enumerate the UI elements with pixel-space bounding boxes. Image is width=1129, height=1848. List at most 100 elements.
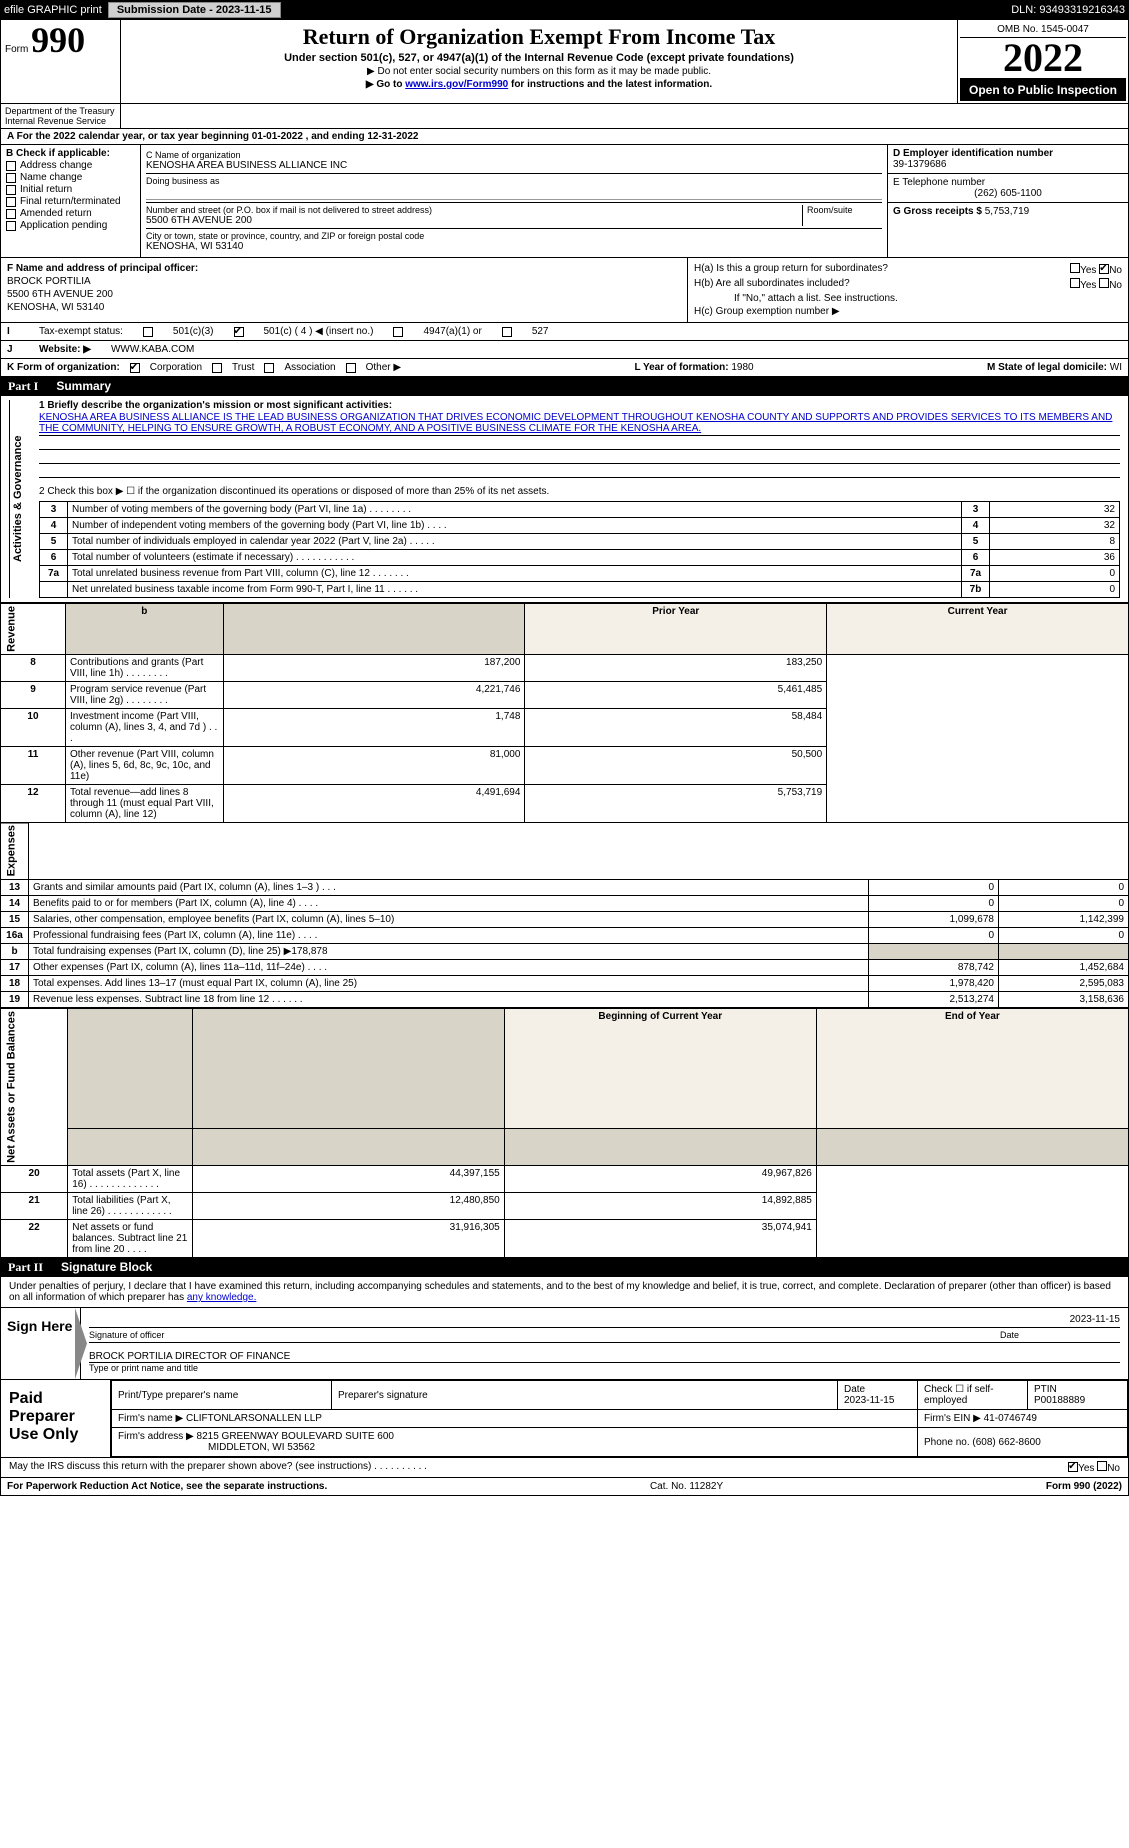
discuss-text: May the IRS discuss this return with the… bbox=[9, 1461, 427, 1474]
opt-amended: Amended return bbox=[20, 208, 92, 219]
current-year-value: 5,753,719 bbox=[525, 784, 827, 822]
paid-preparer-grid: Paid Preparer Use Only Print/Type prepar… bbox=[1, 1379, 1128, 1457]
line-text: Total number of volunteers (estimate if … bbox=[68, 550, 962, 566]
any-knowledge-link[interactable]: any knowledge. bbox=[187, 1292, 257, 1303]
open-to-public: Open to Public Inspection bbox=[960, 79, 1126, 101]
chk-initial-return[interactable] bbox=[6, 185, 16, 195]
line-num: 13 bbox=[1, 880, 29, 896]
line-text: Net assets or fund balances. Subtract li… bbox=[68, 1220, 192, 1258]
chk-trust[interactable] bbox=[212, 363, 222, 373]
ptin-value: P00188889 bbox=[1034, 1395, 1085, 1406]
f-label: F Name and address of principal officer: bbox=[7, 263, 681, 274]
line-text: Salaries, other compensation, employee b… bbox=[29, 912, 869, 928]
hb-note: If "No," attach a list. See instructions… bbox=[694, 293, 1122, 304]
prior-year-value: 0 bbox=[869, 928, 999, 944]
chk-amended[interactable] bbox=[6, 209, 16, 219]
chk-527[interactable] bbox=[502, 327, 512, 337]
table-row: b Total fundraising expenses (Part IX, c… bbox=[1, 944, 1129, 960]
chk-501c3[interactable] bbox=[143, 327, 153, 337]
efile-label: efile GRAPHIC print bbox=[4, 4, 102, 16]
j-label: Website: ▶ bbox=[39, 344, 91, 355]
revenue-table: Revenue b Prior Year Current Year 8 Cont… bbox=[0, 603, 1129, 823]
pp-check-label: Check ☐ if self-employed bbox=[918, 1381, 1028, 1410]
line-text: Net unrelated business taxable income fr… bbox=[68, 582, 962, 598]
mission-text[interactable]: KENOSHA AREA BUSINESS ALLIANCE IS THE LE… bbox=[39, 412, 1112, 434]
table-row: 18 Total expenses. Add lines 13–17 (must… bbox=[1, 976, 1129, 992]
table-row: 15 Salaries, other compensation, employe… bbox=[1, 912, 1129, 928]
sig-officer-label: Signature of officer bbox=[89, 1330, 988, 1340]
chk-corp[interactable] bbox=[130, 363, 140, 373]
line-text: Total revenue—add lines 8 through 11 (mu… bbox=[65, 784, 223, 822]
row-k-org-form: K Form of organization: Corporation Trus… bbox=[0, 359, 1129, 377]
c-name-label: C Name of organization bbox=[146, 150, 882, 160]
typed-name: BROCK PORTILIA DIRECTOR OF FINANCE bbox=[89, 1351, 1120, 1362]
discuss-no: No bbox=[1107, 1463, 1120, 1474]
chk-address-change[interactable] bbox=[6, 161, 16, 171]
form-header: Form 990 Return of Organization Exempt F… bbox=[0, 20, 1129, 104]
table-row: Net unrelated business taxable income fr… bbox=[40, 582, 1120, 598]
part2-header: Part II Signature Block bbox=[0, 1258, 1129, 1277]
chk-501c[interactable] bbox=[234, 327, 244, 337]
submission-date-button[interactable]: Submission Date - 2023-11-15 bbox=[108, 2, 281, 18]
table-row: 12 Total revenue—add lines 8 through 11 … bbox=[1, 784, 1129, 822]
opt-initial-return: Initial return bbox=[20, 184, 72, 195]
firm-addr1: 8215 GREENWAY BOULEVARD SUITE 600 bbox=[197, 1431, 394, 1442]
opt-name-change: Name change bbox=[20, 172, 82, 183]
line-text: Other revenue (Part VIII, column (A), li… bbox=[65, 746, 223, 784]
phone-value: (262) 605-1100 bbox=[893, 188, 1123, 199]
dln-label: DLN: 93493319216343 bbox=[1011, 4, 1125, 16]
eoy-header: End of Year bbox=[816, 1009, 1128, 1128]
line-text: Number of independent voting members of … bbox=[68, 518, 962, 534]
paid-table: Print/Type preparer's name Preparer's si… bbox=[111, 1380, 1128, 1457]
line-value: 0 bbox=[990, 582, 1120, 598]
pp-name-label: Print/Type preparer's name bbox=[112, 1381, 332, 1410]
room-label: Room/suite bbox=[807, 205, 882, 215]
d-label: D Employer identification number bbox=[893, 148, 1123, 159]
officer-name: BROCK PORTILIA bbox=[7, 276, 681, 287]
current-year-value: 1,452,684 bbox=[999, 960, 1129, 976]
form-footer: Form 990 (2022) bbox=[1046, 1481, 1122, 1492]
line-text: Total number of individuals employed in … bbox=[68, 534, 962, 550]
part1-title: Summary bbox=[56, 379, 111, 394]
ein-value: 39-1379686 bbox=[893, 159, 1123, 170]
chk-other[interactable] bbox=[346, 363, 356, 373]
goto-suffix: for instructions and the latest informat… bbox=[508, 79, 712, 90]
discuss-yes-chk[interactable] bbox=[1068, 1462, 1078, 1472]
ha-yes-chk[interactable] bbox=[1070, 263, 1080, 273]
dba-label: Doing business as bbox=[146, 176, 882, 186]
pp-date-label: Date bbox=[844, 1384, 865, 1395]
dba-value bbox=[146, 186, 882, 200]
q2-text: 2 Check this box ▶ ☐ if the organization… bbox=[39, 486, 1120, 497]
opt-other: Other ▶ bbox=[366, 362, 401, 373]
ha-no-chk[interactable] bbox=[1099, 264, 1109, 274]
line-value: 8 bbox=[990, 534, 1120, 550]
irs-link[interactable]: www.irs.gov/Form990 bbox=[405, 79, 508, 90]
form-subtitle: Under section 501(c), 527, or 4947(a)(1)… bbox=[127, 52, 951, 64]
line-num: 12 bbox=[1, 784, 66, 822]
current-year-value: 14,892,885 bbox=[504, 1193, 816, 1220]
discuss-row: May the IRS discuss this return with the… bbox=[1, 1457, 1128, 1477]
line-text: Other expenses (Part IX, column (A), lin… bbox=[29, 960, 869, 976]
firm-addr2: MIDDLETON, WI 53562 bbox=[118, 1442, 315, 1453]
discuss-no-chk[interactable] bbox=[1097, 1461, 1107, 1471]
table-row: 9 Program service revenue (Part VIII, li… bbox=[1, 681, 1129, 708]
prior-year-value: 1,099,678 bbox=[869, 912, 999, 928]
chk-final-return[interactable] bbox=[6, 197, 16, 207]
hb-no-chk[interactable] bbox=[1099, 278, 1109, 288]
firm-name-label: Firm's name ▶ bbox=[118, 1413, 183, 1424]
k-label: K Form of organization: bbox=[7, 362, 120, 373]
prior-year-value: 81,000 bbox=[223, 746, 525, 784]
current-year-value: 2,595,083 bbox=[999, 976, 1129, 992]
current-year-value: 0 bbox=[999, 880, 1129, 896]
row-j-website: J Website: ▶ WWW.KABA.COM bbox=[0, 341, 1129, 359]
hb-yes-chk[interactable] bbox=[1070, 278, 1080, 288]
line-text: Program service revenue (Part VIII, line… bbox=[65, 681, 223, 708]
chk-app-pending[interactable] bbox=[6, 221, 16, 231]
chk-name-change[interactable] bbox=[6, 173, 16, 183]
line-text: Number of voting members of the governin… bbox=[68, 502, 962, 518]
chk-assoc[interactable] bbox=[264, 363, 274, 373]
side-rev: Revenue bbox=[1, 604, 66, 655]
chk-4947[interactable] bbox=[393, 327, 403, 337]
current-year-value: 183,250 bbox=[525, 654, 827, 681]
ha-label: H(a) Is this a group return for subordin… bbox=[694, 263, 888, 276]
